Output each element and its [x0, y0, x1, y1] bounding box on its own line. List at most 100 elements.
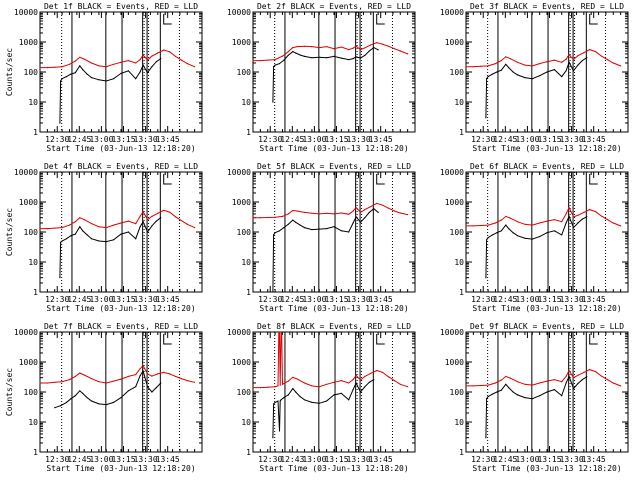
events-data-point [283, 397, 285, 399]
lld-data-point [68, 379, 71, 381]
y-tick-label: 10 [241, 98, 251, 107]
x-axis-label: Start Time (03-Jun-13 12:18:20) [46, 144, 195, 153]
events-data-point [586, 216, 588, 218]
lld-data-point [252, 387, 254, 389]
lld-data-point [296, 378, 298, 380]
y-tick-label: 1 [459, 448, 464, 457]
lld-data-point [135, 62, 137, 64]
y-tick-label: 10 [28, 418, 38, 427]
events-data-point [487, 76, 489, 78]
events-data-point [105, 404, 107, 406]
x-axis-label: Start Time (03-Jun-13 12:18:20) [472, 144, 621, 153]
x-tick-label: 12:30 [45, 455, 69, 464]
lld-data-point [553, 59, 556, 61]
events-data-point [278, 63, 281, 65]
lld-data-point [277, 385, 279, 387]
events-data-point [491, 234, 494, 236]
events-data-point [65, 238, 68, 240]
lld-data-point [157, 212, 159, 214]
events-data-point [364, 386, 366, 388]
chart-panel-2: Det 2f BLACK = Events, RED = LLD 1 10 100 10… [227, 2, 416, 153]
events-data-point [368, 381, 370, 383]
events-data-point [586, 57, 588, 59]
lld-data-point [174, 55, 177, 58]
lld-data-point [364, 375, 366, 377]
x-tick-label: 13:00 [89, 295, 113, 304]
lld-data-point [259, 387, 261, 389]
y-axis-label: Counts/sec [5, 368, 14, 416]
events-data-point [486, 78, 488, 80]
events-data-point [303, 227, 306, 229]
lld-data-point [348, 49, 350, 51]
lld-data-point [83, 374, 85, 376]
events-data-point [500, 230, 502, 232]
events-data-point [272, 101, 274, 103]
lld-data-point [333, 381, 335, 383]
lld-data-point [287, 380, 289, 382]
lld-data-point [303, 45, 306, 47]
lld-data-point [169, 373, 171, 375]
events-data-point [568, 61, 570, 63]
events-data-point [283, 59, 285, 61]
lld-data-point [565, 58, 567, 60]
x-tick-label: 12:45 [67, 135, 91, 144]
corner-bracket [589, 174, 598, 185]
lld-data-point [531, 384, 533, 386]
events-data-point [82, 69, 84, 71]
x-tick-label: 13:30 [347, 455, 371, 464]
events-data-point [348, 399, 350, 401]
corner-bracket [589, 334, 598, 345]
lld-data-point [516, 381, 519, 383]
x-tick-label: 12:30 [258, 135, 282, 144]
events-data-point [79, 226, 81, 228]
events-data-point [333, 55, 335, 58]
events-data-point [272, 437, 274, 439]
events-data-point [311, 229, 313, 231]
events-data-point [120, 72, 122, 74]
corner-bracket [163, 174, 172, 185]
events-data-point [59, 122, 61, 124]
lld-data-point [340, 380, 342, 382]
events-data-point [531, 238, 533, 240]
y-tick-label: 100 [24, 388, 39, 397]
corner-bracket [376, 14, 385, 25]
lld-data-point [74, 60, 76, 62]
lld-data-point [61, 381, 63, 383]
y-tick-label: 10 [454, 98, 464, 107]
lld-data-point [355, 45, 357, 47]
lld-data-point [169, 51, 171, 53]
lld-data-point [370, 44, 372, 46]
lld-data-point [90, 378, 93, 380]
lld-data-point [505, 56, 507, 58]
lld-data-point [494, 382, 497, 384]
events-data-point [139, 226, 141, 228]
lld-data-point [352, 379, 354, 381]
events-data-point [577, 222, 579, 224]
lld-data-point [311, 212, 313, 214]
events-data-point [377, 211, 379, 213]
lld-data-point [583, 371, 585, 373]
y-axis-label: Counts/sec [5, 208, 14, 256]
events-data-point [105, 241, 107, 243]
events-data-point [352, 58, 354, 60]
events-data-point [565, 382, 567, 384]
events-data-point [280, 399, 282, 401]
x-tick-label: 13:15 [111, 455, 135, 464]
lld-data-point [364, 209, 366, 211]
lld-data-point [113, 63, 115, 65]
y-tick-label: 1000 [19, 358, 38, 367]
lld-data-point [252, 60, 254, 62]
x-tick-label: 12:45 [67, 295, 91, 304]
lld-data-point [296, 210, 298, 212]
lld-data-point [500, 60, 502, 62]
y-tick-label: 10000 [440, 168, 464, 177]
lld-data-point [612, 222, 614, 224]
plot-frame [252, 331, 416, 453]
x-axis-label: Start Time (03-Jun-13 12:18:20) [46, 464, 195, 473]
events-data-point [79, 390, 81, 392]
events-data-point [539, 75, 541, 77]
lld-data-point [146, 219, 149, 221]
lld-data-point [98, 381, 100, 383]
events-data-point [292, 388, 294, 390]
